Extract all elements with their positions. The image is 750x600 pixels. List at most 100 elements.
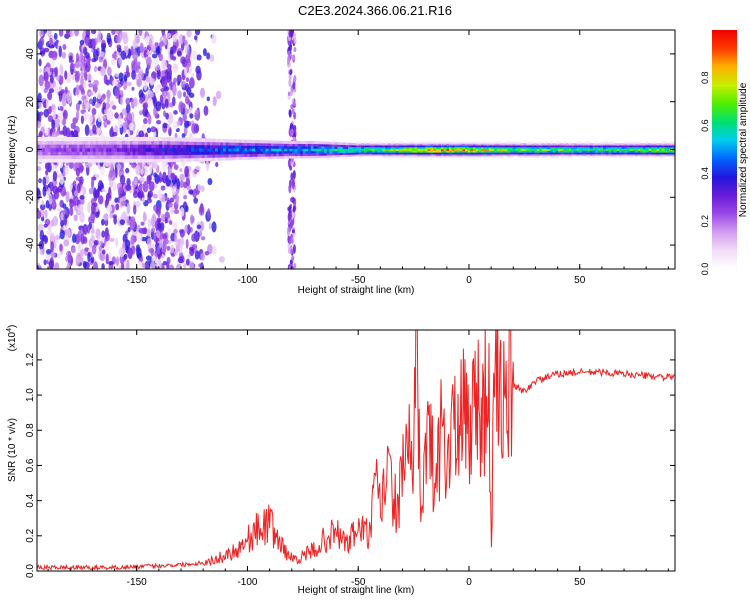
band-cell	[393, 152, 397, 155]
band-cell	[467, 152, 471, 155]
band-cell	[637, 150, 641, 153]
band-cell	[507, 155, 511, 159]
noise-speckle	[211, 245, 217, 255]
band-cell	[321, 146, 325, 149]
band-cell	[395, 152, 399, 155]
noise-speckle	[82, 223, 88, 235]
noise-speckle	[45, 169, 49, 176]
noise-speckle	[187, 49, 191, 59]
band-cell	[329, 150, 333, 154]
noise-speckle	[60, 212, 64, 221]
band-cell	[488, 145, 492, 148]
band-cell	[302, 155, 306, 159]
band-cell	[648, 148, 652, 151]
band-cell	[385, 146, 389, 150]
band-cell	[627, 143, 631, 146]
band-cell	[571, 148, 575, 151]
band-cell	[597, 146, 601, 150]
band-cell	[664, 150, 668, 153]
streak-speckle	[286, 226, 290, 237]
band-cell	[464, 153, 468, 157]
band-cell	[58, 144, 62, 149]
band-cell	[390, 143, 394, 146]
noise-speckle	[152, 193, 158, 199]
band-cell	[297, 155, 301, 159]
band-cell	[390, 145, 394, 148]
band-cell	[393, 146, 397, 150]
band-cell	[371, 146, 375, 150]
band-cell	[627, 153, 631, 157]
band-cell	[486, 146, 490, 150]
band-cell	[502, 145, 506, 148]
band-cell	[82, 154, 86, 159]
band-cell	[164, 140, 168, 145]
band-cell	[98, 154, 102, 159]
snr-x-ticks: -150 -100 -50 0 50	[47, 330, 669, 588]
band-cell	[542, 153, 546, 157]
band-cell	[188, 157, 192, 162]
band-cell	[42, 136, 46, 142]
noise-speckle	[175, 193, 180, 205]
band-cell	[201, 147, 205, 152]
band-cell	[84, 151, 88, 156]
band-cell	[183, 137, 187, 142]
band-cell	[44, 144, 48, 149]
band-cell	[260, 150, 264, 155]
band-cell	[265, 140, 269, 144]
band-cell	[193, 138, 197, 142]
band-cell	[180, 137, 184, 142]
band-cell	[209, 151, 213, 155]
band-cell	[635, 145, 639, 148]
band-cell	[329, 152, 333, 156]
band-cell	[289, 141, 293, 144]
noise-speckle	[75, 84, 80, 96]
band-cell	[451, 146, 455, 150]
band-cell	[138, 147, 142, 152]
band-cell	[645, 155, 649, 159]
band-cell	[483, 150, 487, 153]
noise-speckle	[151, 53, 158, 59]
noise-speckle	[45, 249, 52, 255]
colorbar-tick-label: 0.2	[700, 215, 710, 228]
band-cell	[504, 153, 508, 157]
band-cell	[536, 148, 540, 151]
snr-frame	[36, 329, 676, 572]
noise-speckle	[87, 113, 93, 125]
band-cell	[624, 146, 628, 150]
band-cell	[512, 145, 516, 148]
band-cell	[337, 146, 341, 149]
band-cell	[231, 150, 235, 155]
band-cell	[534, 150, 538, 153]
band-cell	[52, 140, 56, 145]
band-cell	[478, 152, 482, 155]
band-cell	[254, 153, 258, 157]
band-cell	[600, 153, 604, 157]
band-cell	[560, 150, 564, 153]
band-cell	[326, 155, 330, 158]
band-cell	[286, 140, 290, 144]
band-cell	[345, 148, 349, 151]
band-cell	[161, 154, 165, 159]
band-cell	[135, 144, 139, 149]
band-cell	[185, 144, 189, 149]
band-cell	[659, 146, 663, 150]
noise-speckle	[104, 102, 111, 110]
noise-speckle	[164, 239, 169, 245]
band-cell	[212, 151, 216, 155]
band-cell	[624, 153, 628, 157]
band-cell	[472, 141, 476, 144]
band-cell	[661, 141, 665, 144]
band-cell	[401, 152, 405, 155]
band-cell	[643, 143, 647, 146]
band-cell	[55, 151, 59, 156]
spectrogram-x-tick-label: -50	[351, 275, 366, 286]
band-cell	[558, 141, 562, 144]
band-cell	[379, 141, 383, 144]
band-cell	[369, 148, 373, 151]
band-cell	[427, 143, 431, 146]
spectrogram-x-axis-label: Height of straight line (km)	[298, 285, 415, 296]
band-cell	[573, 152, 577, 155]
band-cell	[443, 141, 447, 144]
band-cell	[523, 145, 527, 148]
band-cell	[651, 150, 655, 153]
